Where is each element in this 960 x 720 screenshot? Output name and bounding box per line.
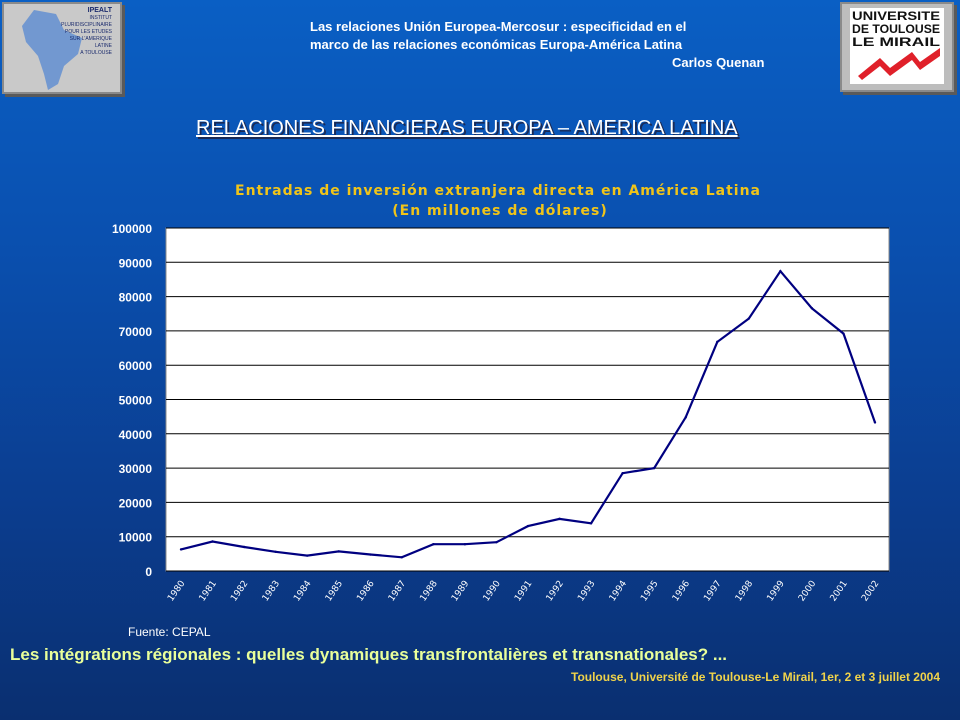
x-tick-label: 1999	[765, 579, 786, 604]
x-tick-label: 1987	[387, 579, 408, 603]
y-axis-ticks: 0 10000 20000 30000 40000 50000 60000 70000 8000…	[112, 222, 152, 579]
x-axis-ticks: 1980 1981 1982 1983 1984 1985 1986 1987 1988 1989…	[166, 579, 881, 604]
data-point	[842, 332, 845, 335]
data-point	[179, 548, 183, 551]
data-point	[873, 421, 877, 424]
x-tick-label: 1986	[355, 579, 376, 604]
x-tick-label: 1996	[671, 579, 692, 604]
x-tick-label: 1988	[418, 579, 439, 604]
left-logo-text-line: PLURIDISCIPLINAIRE	[61, 22, 113, 28]
x-tick-label: 1992	[545, 579, 566, 603]
y-tick-label: 30000	[119, 462, 153, 476]
right-logo-text-line: UNIVERSITE	[852, 9, 940, 23]
data-point	[526, 524, 530, 528]
x-tick-label: 2000	[797, 579, 818, 604]
x-tick-label: 1991	[513, 579, 534, 603]
gridlines	[166, 227, 889, 572]
x-tick-label: 1994	[608, 579, 629, 604]
data-point	[211, 540, 214, 543]
left-logo-text-line: A TOULOUSE	[80, 50, 112, 56]
data-point	[337, 550, 340, 553]
data-point	[684, 416, 687, 419]
y-tick-label: 100000	[112, 222, 152, 236]
data-point	[779, 270, 782, 273]
y-tick-label: 10000	[119, 531, 153, 545]
data-point	[495, 540, 498, 544]
data-point	[400, 556, 404, 559]
x-tick-label: 1997	[702, 579, 723, 603]
data-point	[716, 340, 719, 344]
x-tick-label: 1980	[166, 579, 187, 604]
y-tick-label: 0	[145, 565, 152, 579]
data-point	[369, 553, 372, 556]
left-logo-text-line: INSTITUT	[90, 15, 113, 21]
y-tick-label: 70000	[119, 325, 153, 339]
universite-toulouse-logo: UNIVERSITE DE TOULOUSE LE MIRAIL	[840, 2, 954, 92]
data-point	[621, 472, 624, 475]
y-tick-label: 90000	[119, 256, 153, 270]
y-tick-label: 50000	[119, 394, 153, 408]
data-point	[747, 317, 751, 320]
x-tick-label: 2002	[860, 579, 881, 603]
right-logo-text-line: DE TOULOUSE	[852, 22, 940, 36]
x-tick-label: 1995	[639, 579, 660, 603]
conference-title: Les intégrations régionales : quelles dy…	[10, 645, 728, 664]
x-tick-label: 1981	[198, 579, 219, 603]
data-points	[179, 270, 877, 559]
x-tick-label: 2001	[829, 579, 850, 603]
data-point	[810, 307, 814, 310]
right-logo-text-line: LE MIRAIL	[852, 35, 940, 49]
source-note: Fuente: CEPAL	[128, 625, 211, 639]
x-tick-label: 1993	[576, 579, 597, 603]
y-tick-label: 40000	[119, 428, 153, 442]
chart-subtitle: (En millones de dólares)	[392, 203, 607, 219]
data-point	[652, 466, 656, 470]
left-logo-text-line: SUR L'AMERIQUE	[70, 36, 113, 42]
y-tick-label: 20000	[119, 496, 153, 510]
x-tick-label: 1984	[292, 579, 313, 604]
header-author: Carlos Quenan	[672, 55, 765, 70]
x-tick-label: 1985	[324, 579, 345, 603]
x-tick-label: 1998	[734, 579, 755, 604]
left-logo-text-line: IPEALT	[88, 7, 113, 14]
ipealt-logo: IPEALT INSTITUT PLURIDISCIPLINAIRE POUR LES…	[2, 2, 122, 94]
y-tick-label: 60000	[119, 359, 153, 373]
data-point	[242, 545, 246, 549]
chart-title: Entradas de inversión extranjera directa…	[235, 183, 761, 199]
x-tick-label: 1983	[261, 579, 282, 603]
y-tick-label: 80000	[119, 291, 153, 305]
left-logo-text-line: LATINE	[95, 43, 113, 49]
header-line-2: marco de las relaciones económicas Europ…	[310, 37, 683, 52]
data-point	[558, 517, 561, 521]
x-tick-label: 1989	[450, 579, 471, 604]
x-tick-label: 1990	[482, 579, 503, 604]
data-point	[305, 554, 309, 557]
data-point	[589, 522, 593, 525]
header-line-1: Las relaciones Unión Europea-Mercosur : …	[310, 19, 687, 34]
conference-details: Toulouse, Université de Toulouse-Le Mira…	[571, 670, 940, 684]
data-point	[274, 550, 277, 553]
data-point	[432, 543, 435, 546]
x-tick-label: 1982	[229, 579, 250, 603]
left-logo-text-line: POUR LES ETUDES	[65, 29, 113, 35]
data-point	[463, 543, 467, 546]
slide-title: RELACIONES FINANCIERAS EUROPA – AMERICA …	[196, 117, 738, 139]
